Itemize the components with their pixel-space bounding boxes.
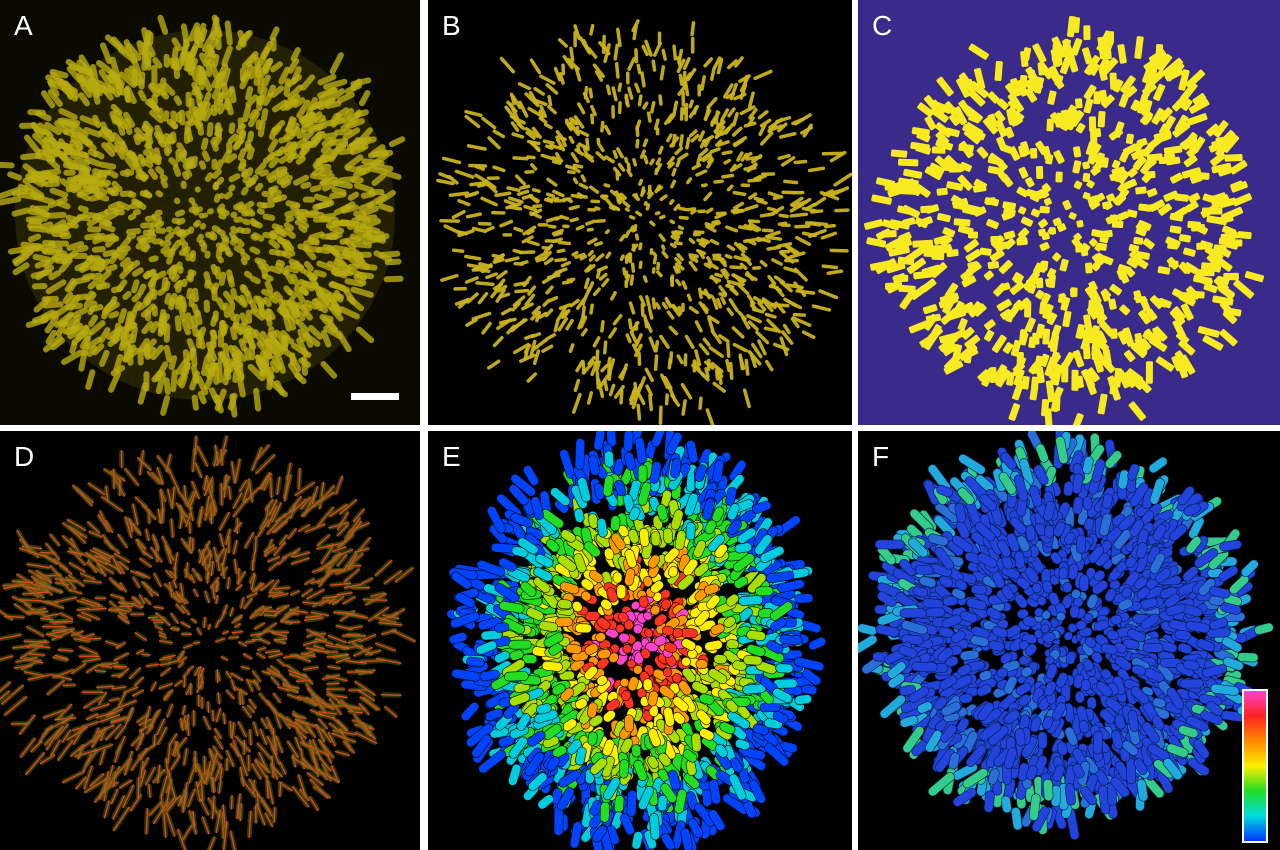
scale-bar — [351, 393, 399, 400]
biofilm-image-c — [864, 15, 1265, 425]
biofilm-image-d — [0, 435, 417, 850]
panel-c: C — [858, 0, 1280, 425]
panel-d: D — [0, 431, 420, 850]
panel-b: B — [428, 0, 852, 425]
depth-colorbar — [1242, 689, 1268, 843]
panel-label-f: F — [872, 441, 890, 472]
panel-label-b: B — [442, 10, 461, 41]
biofilm-image-a — [0, 14, 406, 418]
panel-label-e: E — [442, 441, 461, 472]
panel-f: F — [858, 431, 1280, 850]
panel-e: E — [428, 431, 852, 850]
biofilm-image-f — [858, 431, 1274, 840]
panel-label-c: C — [872, 10, 893, 41]
biofilm-image-e — [446, 431, 827, 850]
panel-label-d: D — [14, 441, 35, 472]
panel-a: A — [0, 0, 420, 425]
biofilm-image-b — [436, 19, 852, 425]
panel-label-a: A — [14, 10, 33, 41]
